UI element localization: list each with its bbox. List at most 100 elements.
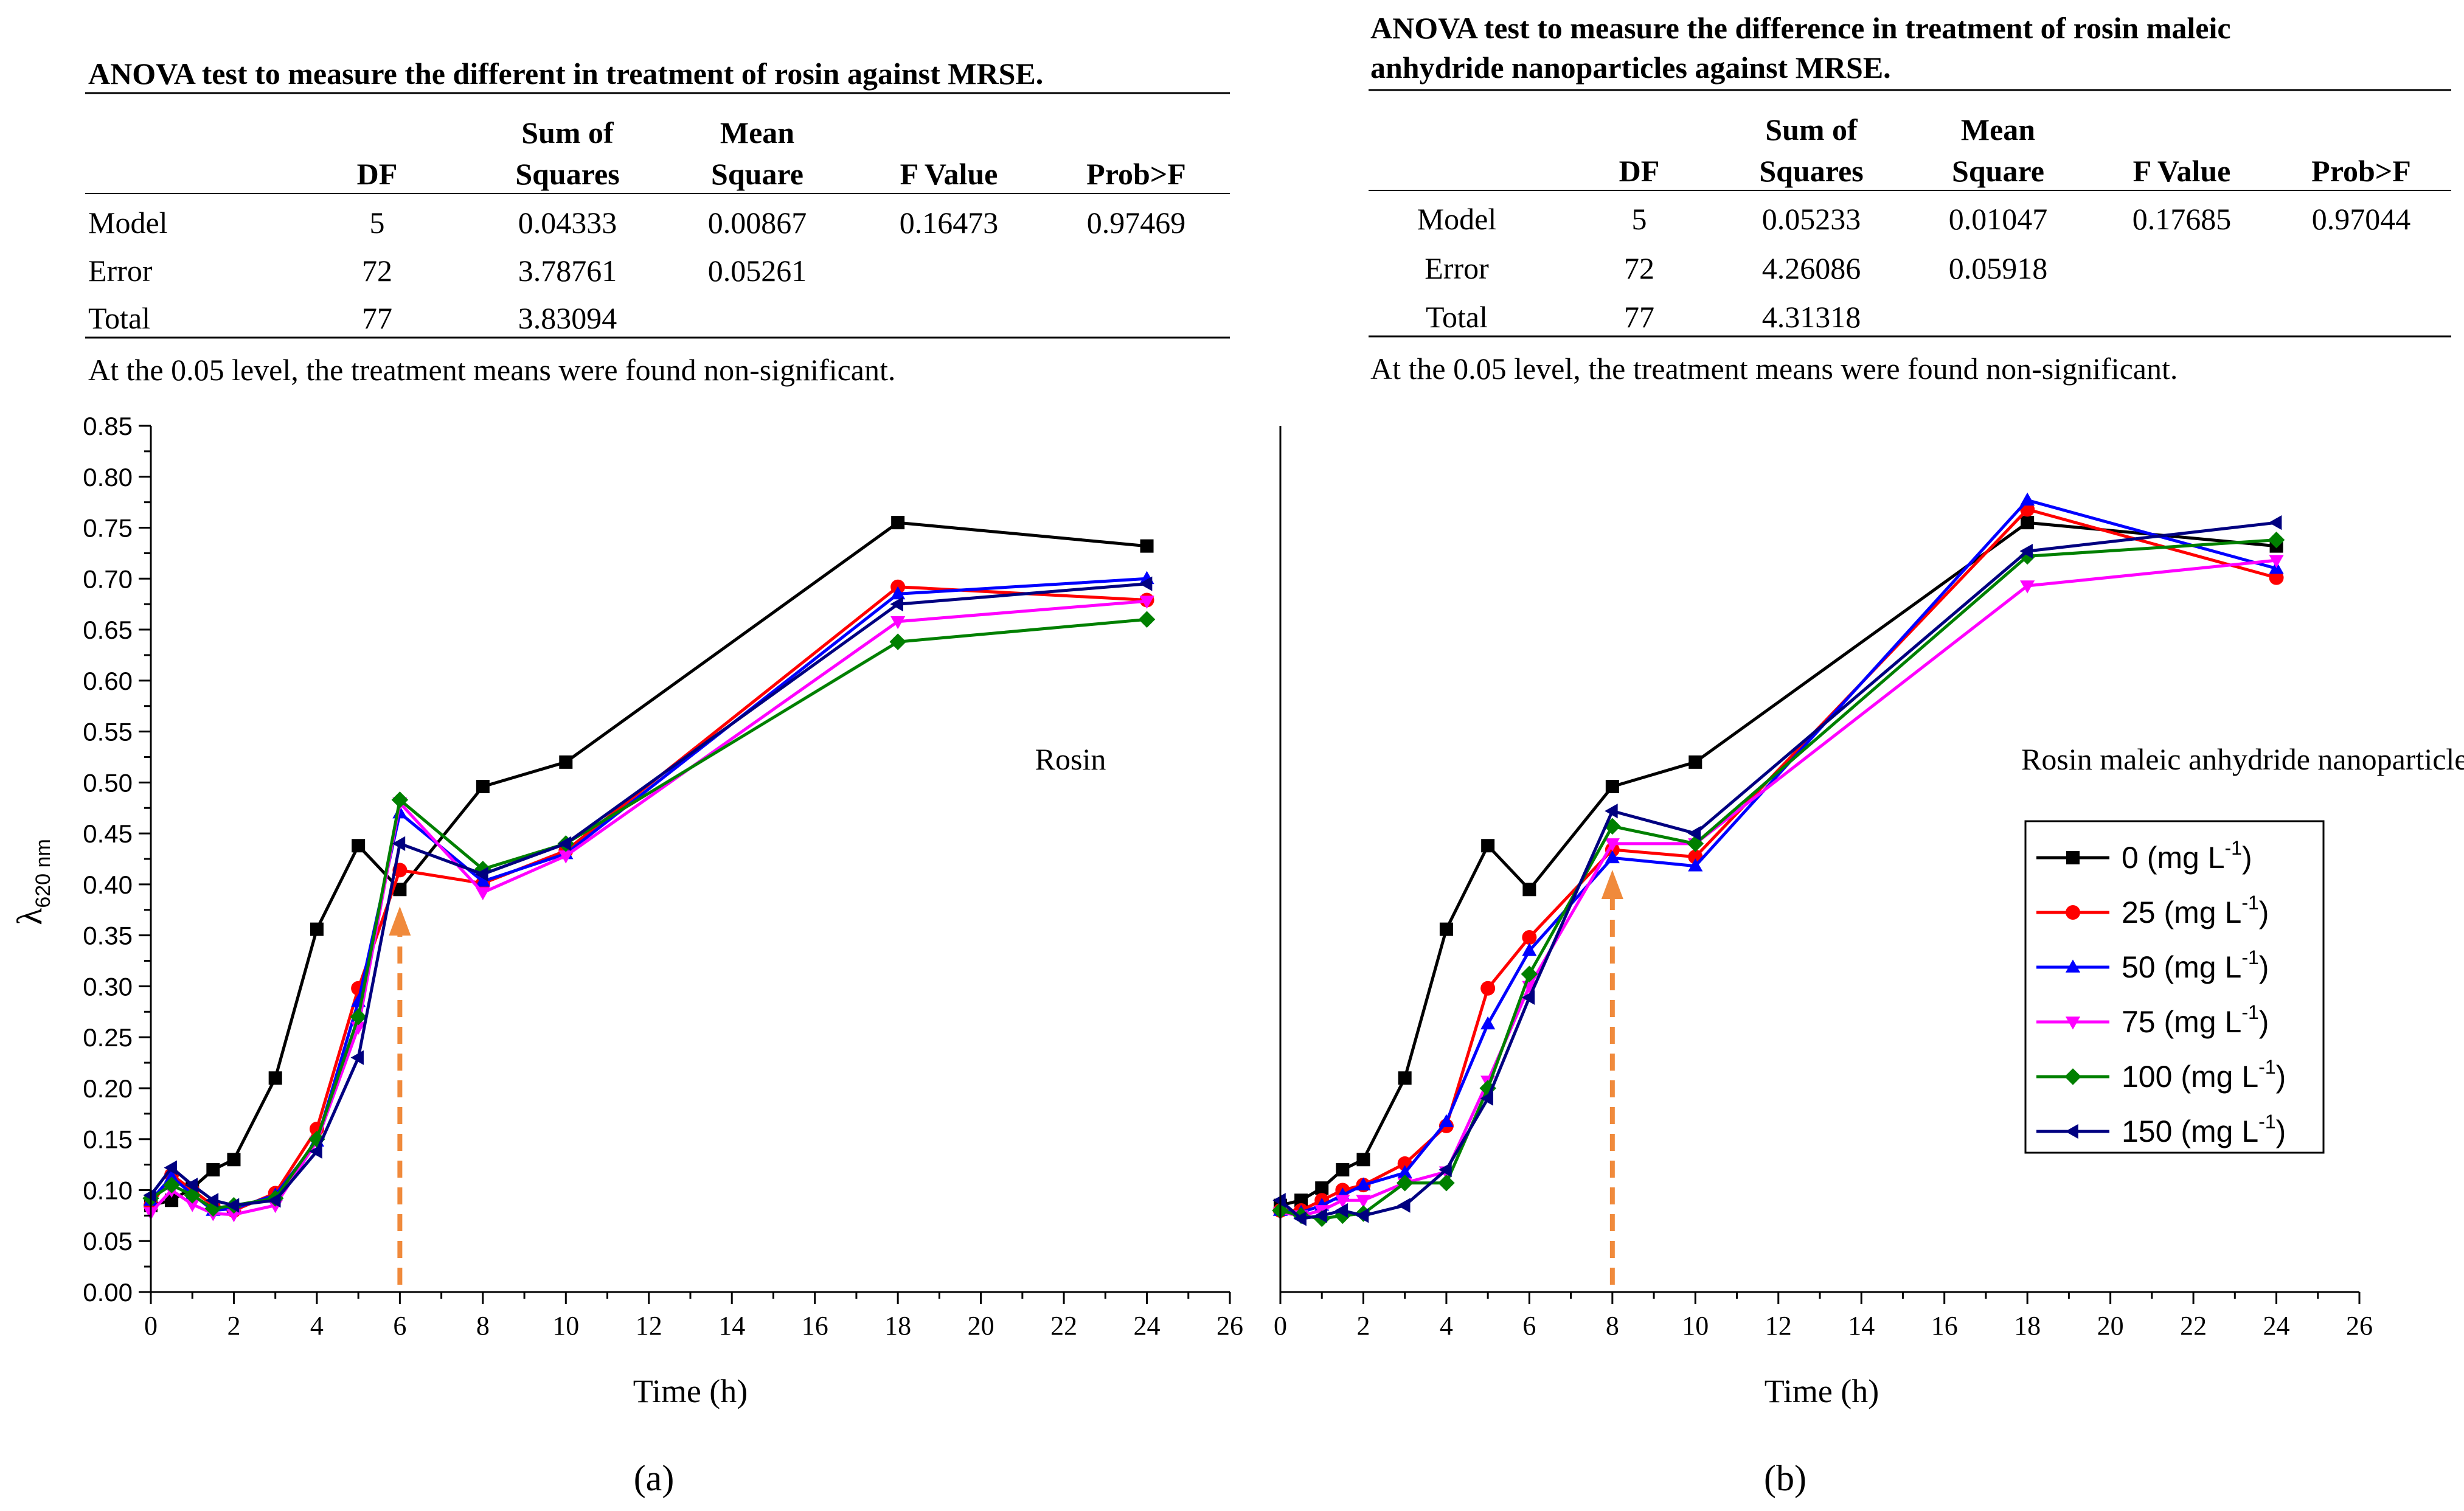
point-150-t1.5 xyxy=(205,1193,219,1208)
header-ss-line1-a: Sum of xyxy=(521,116,614,150)
y-tick-label-0.35: 0.35 xyxy=(83,922,133,950)
row-f: 0.16473 xyxy=(900,206,999,240)
point-150-t0 xyxy=(143,1187,156,1203)
chart-b-legend: 0 (mg L-1) 25 (mg L-1) 50 (mg L-1) 75 (mg L… xyxy=(2024,820,2325,1154)
y-tick-label-0.80: 0.80 xyxy=(83,463,133,492)
row-df: 72 xyxy=(1624,251,1654,285)
point-0-t0.5 xyxy=(165,1193,179,1207)
legend-marker xyxy=(2066,905,2080,920)
point-150-t0.5 xyxy=(1293,1211,1307,1226)
point-150-t24 xyxy=(1139,576,1153,591)
x-tick-label-16: 16 xyxy=(1931,1311,1958,1341)
x-tick-label-0: 0 xyxy=(144,1311,158,1341)
legend-label: 25 (mg L-1) xyxy=(2122,892,2269,929)
point-150-t5 xyxy=(1480,1091,1493,1106)
point-150-t0.5 xyxy=(164,1160,177,1175)
series-75-mg xyxy=(143,596,1154,1223)
point-75-t10 xyxy=(558,850,574,864)
point-0-t1.5 xyxy=(206,1162,220,1176)
point-0-t1 xyxy=(1315,1181,1329,1195)
point-150-t1.5 xyxy=(1334,1203,1348,1218)
row-ss: 0.05233 xyxy=(1762,202,1861,236)
point-100-t4 xyxy=(1438,1174,1455,1192)
anova-table-b: ANOVA test to measure the difference in … xyxy=(1369,11,2451,386)
point-75-t8 xyxy=(475,887,490,900)
x-tick-label-22: 22 xyxy=(2180,1311,2207,1341)
x-tick-label-26: 26 xyxy=(1216,1311,1243,1341)
anova-title-b-line2: anhydride nanoparticles against MRSE. xyxy=(1370,50,1891,85)
point-0-t5 xyxy=(352,839,366,853)
legend-label: 50 (mg L-1) xyxy=(2122,947,2269,984)
y-tick-label-0.05: 0.05 xyxy=(83,1227,133,1256)
header-ms-line1-b: Mean xyxy=(1961,113,2035,147)
point-50-t18 xyxy=(2020,492,2035,506)
table-row-b-total: Total 77 4.31318 xyxy=(1426,300,1861,334)
point-150-t6 xyxy=(1521,990,1535,1005)
chart-b-annotation: Rosin maleic anhydride nanoparticles xyxy=(2021,742,2464,776)
chart-a-axes: 0 2 4 6 8 10 12 14 16 18 20 22 24 260.000.050.100.150… xyxy=(83,412,1243,1341)
row-p: 0.97469 xyxy=(1087,206,1186,240)
row-source: Total xyxy=(1426,300,1488,334)
x-tick-label-14: 14 xyxy=(1848,1311,1875,1341)
point-150-t1 xyxy=(184,1177,198,1193)
series-line-100 xyxy=(150,617,1147,1211)
point-100-t6 xyxy=(391,791,409,808)
y-tick-label-0.75: 0.75 xyxy=(83,514,133,543)
row-ss: 4.31318 xyxy=(1762,300,1861,334)
x-tick-label-12: 12 xyxy=(1765,1311,1792,1341)
point-150-t8 xyxy=(1605,804,1618,819)
x-tick-label-20: 20 xyxy=(968,1311,994,1341)
point-50-t8 xyxy=(475,874,490,887)
header-df-b: DF xyxy=(1619,154,1660,188)
point-0-t2 xyxy=(1356,1153,1370,1167)
x-tick-label-22: 22 xyxy=(1050,1311,1077,1341)
point-0-t6 xyxy=(393,883,407,897)
point-150-t10 xyxy=(1687,826,1701,841)
x-tick-label-8: 8 xyxy=(1606,1311,1619,1341)
series-25-mg xyxy=(144,579,1154,1218)
x-tick-label-2: 2 xyxy=(227,1311,240,1341)
row-ss: 3.78761 xyxy=(518,254,617,288)
row-ss: 3.83094 xyxy=(518,301,617,335)
legend-marker xyxy=(2065,1124,2078,1139)
caption-b: (b) xyxy=(1764,1458,1806,1498)
caption-a: (a) xyxy=(634,1458,675,1498)
anova-note-b: At the 0.05 level, the treatment means w… xyxy=(1370,352,2178,386)
time-arrow xyxy=(389,906,411,1285)
series-150-mg xyxy=(143,576,1153,1213)
x-tick-label-18: 18 xyxy=(2014,1311,2041,1341)
point-25-t5 xyxy=(1480,981,1496,996)
series-line-25 xyxy=(149,585,1147,1212)
point-25-t6 xyxy=(1522,929,1537,945)
point-50-t18 xyxy=(890,586,906,600)
header-ss-line2-b: Squares xyxy=(1759,154,1863,188)
x-tick-label-20: 20 xyxy=(2097,1311,2124,1341)
header-ss-line1-b: Sum of xyxy=(1765,113,1858,147)
point-0-t4 xyxy=(1439,922,1453,936)
legend-label: 75 (mg L-1) xyxy=(2122,1001,2269,1039)
point-50-t10 xyxy=(1688,858,1703,872)
row-df: 5 xyxy=(370,206,385,240)
legend-marker xyxy=(2065,1016,2081,1030)
series-line-50 xyxy=(150,577,1147,1212)
header-df-a: DF xyxy=(357,157,398,191)
point-100-t5 xyxy=(350,1008,367,1026)
point-100-t24 xyxy=(1138,611,1156,628)
x-tick-label-2: 2 xyxy=(1356,1311,1370,1341)
point-150-t2 xyxy=(226,1198,240,1213)
table-row-a-error: Error 72 3.78761 0.05261 xyxy=(88,254,807,288)
point-100-t3 xyxy=(1396,1174,1414,1192)
anova-title-a: ANOVA test to measure the different in t… xyxy=(88,57,1043,91)
point-150-t4 xyxy=(1438,1162,1452,1178)
row-ms: 0.05918 xyxy=(1949,251,2048,285)
anova-title-b-line1: ANOVA test to measure the difference in … xyxy=(1370,11,2231,45)
point-150-t24 xyxy=(2268,515,2282,530)
series-0-mg xyxy=(144,516,1154,1212)
point-75-t2 xyxy=(226,1209,241,1223)
y-tick-label-0.85: 0.85 xyxy=(83,412,133,440)
point-150-t1 xyxy=(1314,1208,1328,1223)
header-ss-line2-a: Squares xyxy=(515,157,619,191)
legend-entry-75: 75 (mg L-1) xyxy=(2036,1001,2269,1039)
legend-entries: 0 (mg L-1) 25 (mg L-1) 50 (mg L-1) 75 (mg L… xyxy=(2036,837,2286,1148)
